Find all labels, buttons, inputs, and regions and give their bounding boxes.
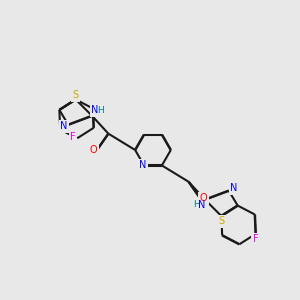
Text: S: S <box>73 90 79 100</box>
Text: N: N <box>139 160 146 170</box>
Text: N: N <box>58 120 69 133</box>
Text: N: N <box>197 199 207 212</box>
Text: N: N <box>60 121 68 131</box>
Text: N: N <box>137 159 148 172</box>
Text: F: F <box>69 130 77 143</box>
Text: N: N <box>229 182 239 195</box>
Text: F: F <box>70 132 76 142</box>
Text: S: S <box>71 88 80 101</box>
Text: O: O <box>198 192 209 205</box>
Text: N: N <box>198 200 206 210</box>
Text: O: O <box>200 193 207 203</box>
Text: N: N <box>91 106 99 116</box>
Text: N: N <box>230 183 238 193</box>
Text: H: H <box>97 106 104 115</box>
Text: O: O <box>90 145 97 155</box>
Text: N: N <box>90 104 100 117</box>
Text: H: H <box>193 200 200 209</box>
Text: F: F <box>253 234 259 244</box>
Text: S: S <box>217 215 226 228</box>
Text: O: O <box>88 143 99 157</box>
Text: H: H <box>95 104 105 117</box>
Text: F: F <box>251 233 260 246</box>
Text: S: S <box>218 216 224 226</box>
Text: H: H <box>192 199 202 212</box>
